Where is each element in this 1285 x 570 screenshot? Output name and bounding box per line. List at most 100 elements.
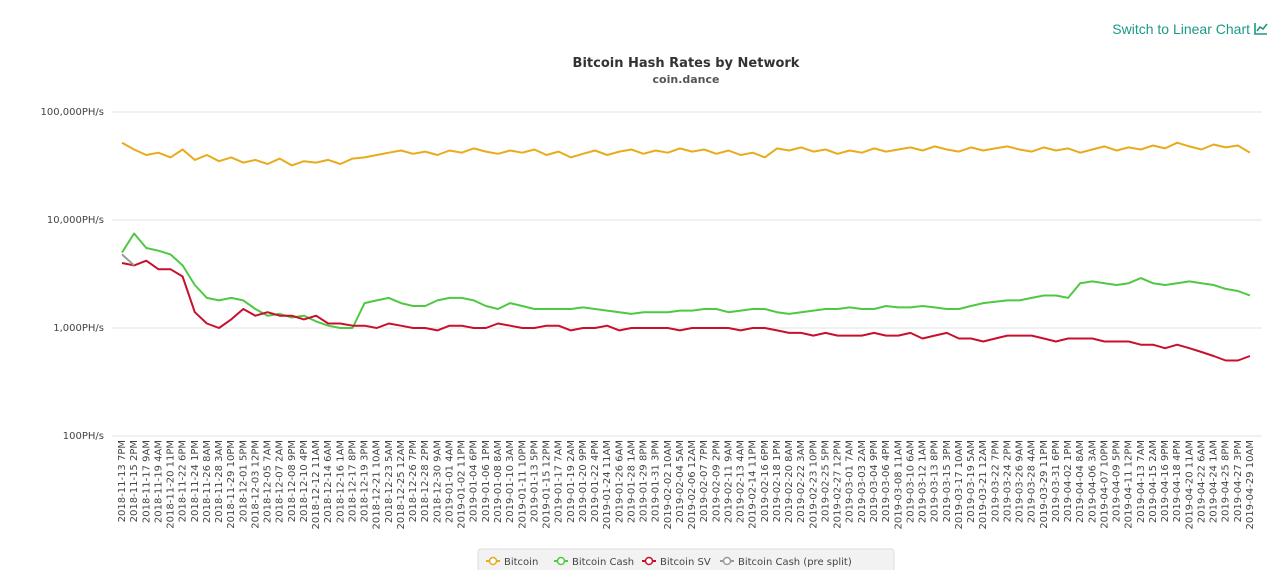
x-tick-label: 2019-01-20 9PM <box>578 440 589 522</box>
x-tick-label: 2019-02-09 2PM <box>711 440 722 522</box>
x-tick-label: 2019-01-19 2AM <box>566 440 577 523</box>
x-tick-label: 2018-11-17 9AM <box>141 440 152 523</box>
x-tick-label: 2018-12-08 9PM <box>287 440 298 522</box>
x-tick-label: 2019-04-13 7AM <box>1136 440 1147 523</box>
x-tick-label: 2018-11-13 7PM <box>117 440 128 522</box>
x-tick-label: 2019-04-18 4PM <box>1172 440 1183 522</box>
x-tick-label: 2018-12-30 9AM <box>432 440 443 523</box>
x-tick-label: 2018-11-28 3AM <box>214 440 225 523</box>
x-tick-label: 2019-04-02 1PM <box>1063 440 1074 522</box>
x-tick-label: 2018-12-19 3PM <box>360 440 371 522</box>
x-tick-label: 2019-04-15 2AM <box>1148 440 1159 523</box>
x-tick-label: 2019-03-01 7AM <box>845 440 856 523</box>
x-tick-label: 2019-03-22 7PM <box>990 440 1001 522</box>
x-tick-label: 2019-02-25 5PM <box>820 440 831 522</box>
x-tick-label: 2018-12-14 6AM <box>323 440 334 523</box>
x-tick-label: 2019-03-15 3PM <box>942 440 953 522</box>
x-tick-label: 2019-01-06 1PM <box>481 440 492 522</box>
x-tick-label: 2018-12-17 8PM <box>347 440 358 522</box>
series-line <box>121 253 135 267</box>
series-line <box>121 232 1251 329</box>
x-tick-label: 2019-01-01 4AM <box>444 440 455 523</box>
legend-label: Bitcoin Cash (pre split) <box>738 557 852 568</box>
x-tick-label: 2018-12-03 12PM <box>250 440 261 529</box>
linear-chart-link[interactable]: Switch to Linear Chart <box>1112 21 1250 37</box>
x-tick-label: 2019-04-22 6AM <box>1196 440 1207 523</box>
x-tick-label: 2018-12-10 4PM <box>299 440 310 522</box>
x-tick-label: 2019-01-04 6PM <box>469 440 480 522</box>
x-tick-label: 2019-03-04 9PM <box>869 440 880 522</box>
x-tick-label: 2019-01-10 3AM <box>505 440 516 523</box>
x-tick-label: 2019-04-06 3AM <box>1087 440 1098 523</box>
x-tick-label: 2018-12-23 5AM <box>384 440 395 523</box>
chart-subtitle: coin.dance <box>653 73 720 86</box>
x-tick-label: 2019-03-17 10AM <box>954 440 965 530</box>
x-tick-label: 2019-01-08 8AM <box>493 440 504 523</box>
x-tick-label: 2018-12-21 10AM <box>372 440 383 530</box>
x-tick-label: 2019-01-13 5PM <box>529 440 540 522</box>
x-tick-label: 2019-02-22 3AM <box>796 440 807 523</box>
x-tick-label: 2019-03-08 11AM <box>893 440 904 530</box>
x-tick-label: 2019-01-22 4PM <box>590 440 601 522</box>
x-tick-label: 2019-03-13 8PM <box>930 440 941 522</box>
x-tick-label: 2018-11-15 2PM <box>129 440 140 522</box>
x-tick-label: 2019-03-29 11PM <box>1039 440 1050 529</box>
x-tick-label: 2018-12-05 7AM <box>263 440 274 523</box>
x-tick-label: 2019-04-11 12PM <box>1124 440 1135 529</box>
series-line <box>121 259 1251 362</box>
x-tick-label: 2019-02-04 5AM <box>675 440 686 523</box>
x-tick-label: 2018-12-12 11AM <box>311 440 322 530</box>
x-tick-label: 2019-04-25 8PM <box>1221 440 1232 522</box>
x-tick-label: 2019-02-16 6PM <box>760 440 771 522</box>
x-tick-label: 2019-03-10 6AM <box>905 440 916 523</box>
x-tick-label: 2019-02-18 1PM <box>772 440 783 522</box>
x-tick-label: 2018-11-19 4AM <box>153 440 164 523</box>
x-tick-label: 2019-02-07 7PM <box>699 440 710 522</box>
legend-label: Bitcoin <box>504 557 538 568</box>
legend-marker <box>556 556 566 566</box>
y-tick-label: 100,000PH/s <box>41 107 104 118</box>
x-tick-label: 2019-04-24 1AM <box>1209 440 1220 523</box>
x-tick-label: 2019-03-26 9AM <box>1015 440 1026 523</box>
x-tick-label: 2019-02-23 10PM <box>808 440 819 529</box>
x-tick-label: 2019-01-17 7AM <box>554 440 565 523</box>
x-tick-label: 2018-11-24 1PM <box>190 440 201 522</box>
x-tick-label: 2019-01-02 11PM <box>457 440 468 529</box>
x-tick-label: 2019-04-20 11AM <box>1184 440 1195 530</box>
x-tick-label: 2019-02-13 4AM <box>736 440 747 523</box>
x-tick-label: 2018-11-20 11PM <box>166 440 177 529</box>
x-tick-label: 2018-11-29 10PM <box>226 440 237 529</box>
x-tick-label: 2019-03-03 2AM <box>857 440 868 523</box>
chart-title: Bitcoin Hash Rates by Network <box>573 56 800 71</box>
series-line <box>121 141 1251 167</box>
x-tick-label: 2019-01-29 8PM <box>639 440 650 522</box>
legend-box <box>477 548 895 570</box>
x-tick-label: 2019-02-14 11PM <box>748 440 759 529</box>
x-tick-label: 2019-02-27 12PM <box>833 440 844 529</box>
x-tick-label: 2019-04-29 10AM <box>1245 440 1256 530</box>
x-tick-label: 2019-02-20 8AM <box>784 440 795 523</box>
legend-label: Bitcoin SV <box>660 557 711 568</box>
x-tick-label: 2019-02-02 10AM <box>663 440 674 530</box>
x-tick-label: 2019-04-27 3PM <box>1233 440 1244 522</box>
x-tick-label: 2019-03-19 5AM <box>966 440 977 523</box>
x-tick-label: 2018-12-28 2PM <box>420 440 431 522</box>
x-tick-label: 2019-03-21 12AM <box>978 440 989 530</box>
x-tick-label: 2019-01-28 1AM <box>626 440 637 523</box>
y-tick-label: 100PH/s <box>63 431 104 442</box>
x-tick-label: 2019-04-07 10PM <box>1099 440 1110 529</box>
x-tick-label: 2019-04-16 9PM <box>1160 440 1171 522</box>
x-tick-label: 2019-03-28 4AM <box>1027 440 1038 523</box>
x-tick-label: 2019-01-26 6AM <box>614 440 625 523</box>
x-tick-label: 2019-01-31 3PM <box>651 440 662 522</box>
x-tick-label: 2018-11-26 8AM <box>202 440 213 523</box>
legend-label: Bitcoin Cash <box>572 557 634 568</box>
chart-icon[interactable] <box>1254 23 1268 35</box>
x-tick-label: 2018-12-07 2AM <box>275 440 286 523</box>
x-tick-label: 2019-02-06 12AM <box>687 440 698 530</box>
x-tick-label: 2018-12-01 5PM <box>238 440 249 522</box>
x-tick-label: 2019-03-12 1AM <box>918 440 929 523</box>
x-tick-label: 2019-02-11 9AM <box>723 440 734 523</box>
y-tick-label: 10,000PH/s <box>47 215 104 226</box>
